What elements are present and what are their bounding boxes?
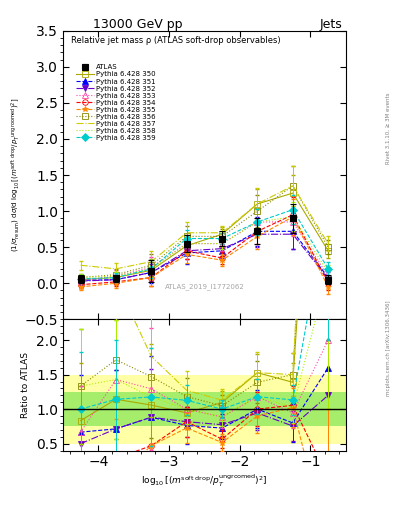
Y-axis label: Ratio to ATLAS: Ratio to ATLAS xyxy=(22,352,31,418)
Legend: ATLAS, Pythia 6.428 350, Pythia 6.428 351, Pythia 6.428 352, Pythia 6.428 353, P: ATLAS, Pythia 6.428 350, Pythia 6.428 35… xyxy=(75,63,157,142)
Bar xyxy=(310,375,346,444)
Text: ATLAS_2019_I1772062: ATLAS_2019_I1772062 xyxy=(165,284,244,290)
Bar xyxy=(310,392,346,426)
Text: Relative jet mass ρ (ATLAS soft-drop observables): Relative jet mass ρ (ATLAS soft-drop obs… xyxy=(72,36,281,46)
X-axis label: $\log_{10}$[$(m^{\mathrm{soft\ drop}}/p_T^{\mathrm{ungroomed}})^2$]: $\log_{10}$[$(m^{\mathrm{soft\ drop}}/p_… xyxy=(141,472,268,488)
Bar xyxy=(63,392,98,426)
Bar xyxy=(134,392,169,426)
Text: Jets: Jets xyxy=(319,18,342,31)
Bar xyxy=(240,375,275,444)
Bar xyxy=(169,392,204,426)
Bar xyxy=(98,375,134,444)
Text: 13000 GeV pp: 13000 GeV pp xyxy=(93,18,182,31)
Text: Rivet 3.1.10, ≥ 3M events: Rivet 3.1.10, ≥ 3M events xyxy=(386,92,391,164)
Bar xyxy=(204,375,240,444)
Bar xyxy=(134,375,169,444)
Bar xyxy=(275,375,310,444)
Text: mcplots.cern.ch [arXiv:1306.3436]: mcplots.cern.ch [arXiv:1306.3436] xyxy=(386,301,391,396)
Bar xyxy=(98,392,134,426)
Bar xyxy=(240,392,275,426)
Y-axis label: $(1/\sigma_\mathrm{resum})$ d$\sigma$/d $\log_{10}$[$({m}^{\mathrm{soft\ drop}}/: $(1/\sigma_\mathrm{resum})$ d$\sigma$/d … xyxy=(9,98,22,252)
Bar xyxy=(63,375,98,444)
Bar xyxy=(275,392,310,426)
Bar xyxy=(169,375,204,444)
Bar xyxy=(204,392,240,426)
